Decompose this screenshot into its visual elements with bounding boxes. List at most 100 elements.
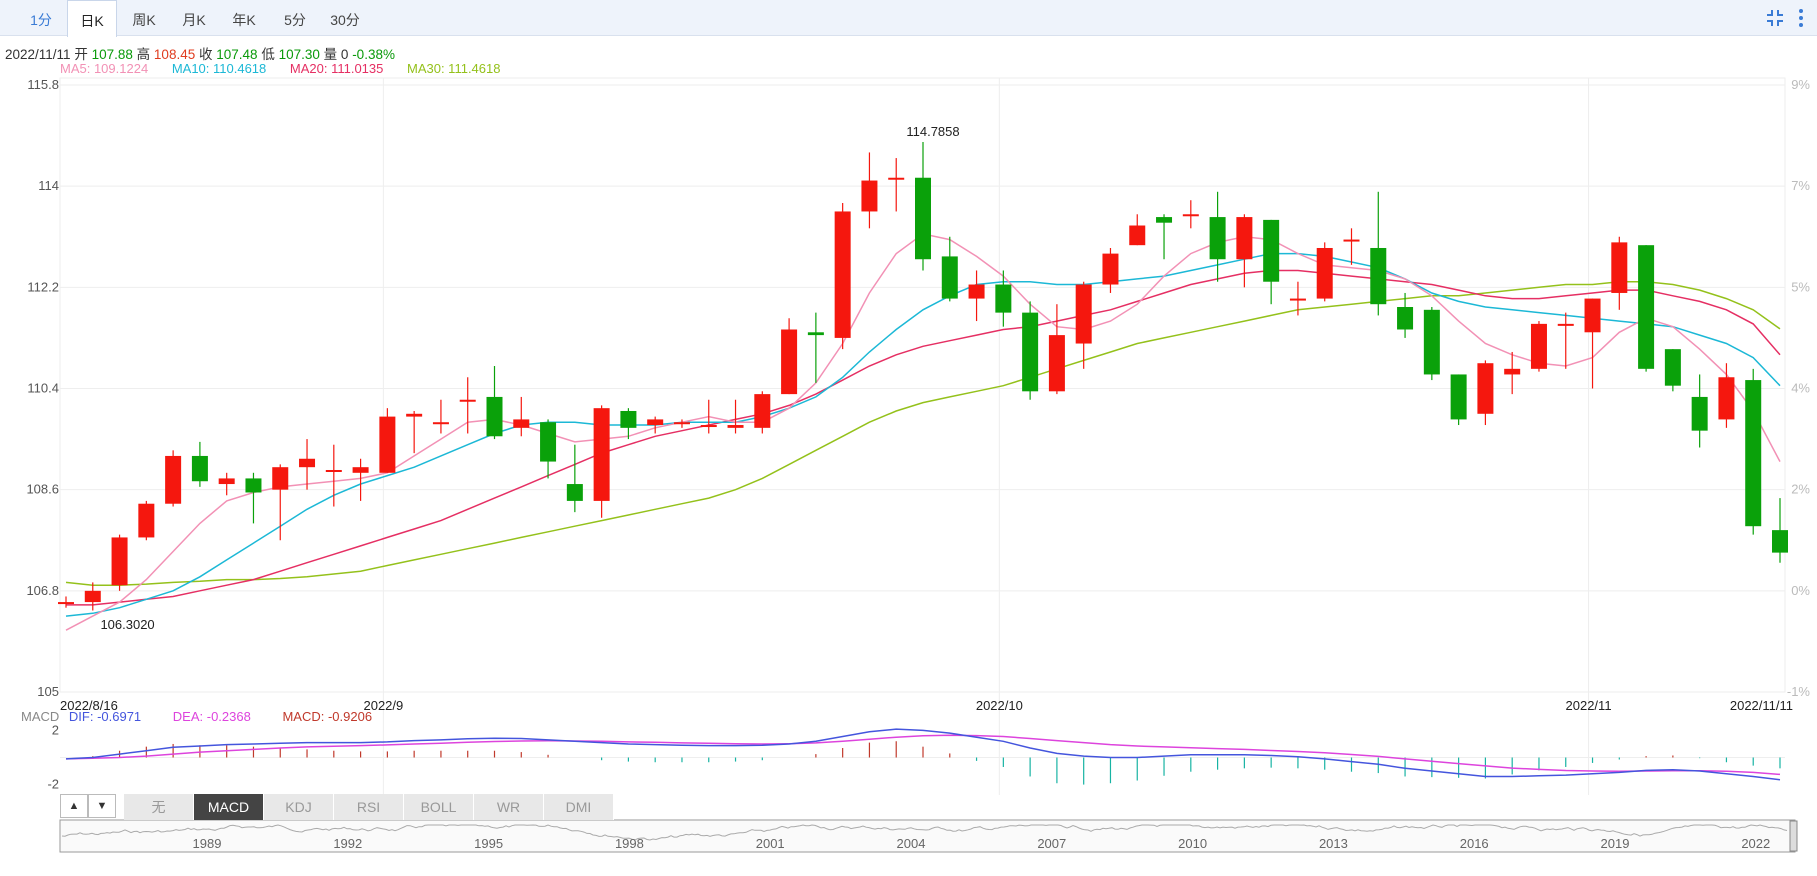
candle-body	[807, 332, 824, 336]
low-label: 低	[261, 47, 275, 62]
candle-body	[191, 455, 208, 482]
candlestick	[1316, 242, 1333, 302]
indicator-tab-rsi[interactable]: RSI	[334, 794, 404, 820]
candlestick	[1611, 236, 1628, 310]
candlestick	[1102, 247, 1119, 293]
indicator-tab-none[interactable]: 无	[124, 794, 194, 820]
time-axis-label: 2022/10	[976, 698, 1023, 713]
candle-body	[325, 469, 342, 472]
candlestick	[807, 312, 824, 383]
tab-1min[interactable]: 1分	[30, 12, 52, 28]
candlestick	[566, 444, 583, 513]
price-tick-label: 105	[37, 684, 59, 699]
tab-daily-k[interactable]: 日K	[67, 0, 117, 37]
candlestick	[1530, 321, 1547, 372]
candlestick	[1638, 245, 1655, 372]
navigator-year-label: 2010	[1178, 836, 1207, 851]
macd-tick-label: -2	[47, 777, 59, 792]
high-label: 高	[136, 47, 151, 62]
ma20-line	[66, 269, 1781, 606]
percent-tick-label: 5%	[1791, 279, 1810, 294]
period-tab-bar: 1分 日K 周K 月K 年K 5分 30分	[0, 0, 1817, 37]
compress-icon[interactable]	[1763, 6, 1787, 30]
navigator-year-label: 1992	[333, 836, 362, 851]
navigator-year-label: 2022	[1741, 836, 1770, 851]
candle-body	[1129, 225, 1146, 246]
tab-monthly-k[interactable]: 月K	[182, 12, 206, 28]
candle-body	[968, 284, 985, 299]
candlestick	[111, 534, 128, 591]
candlestick	[513, 396, 530, 437]
scroll-down-button[interactable]: ▼	[88, 794, 116, 818]
candle-body	[566, 484, 583, 501]
candlestick	[1584, 298, 1601, 389]
tab-5min[interactable]: 5分	[284, 12, 306, 28]
indicator-tab-macd[interactable]: MACD	[194, 794, 264, 820]
dea-legend: DEA: -0.2368	[172, 709, 251, 724]
candle-body	[915, 177, 931, 260]
macd-title: MACD	[21, 709, 60, 724]
candle-body	[540, 422, 557, 462]
tab-weekly-k[interactable]: 周K	[132, 12, 156, 28]
vertical-dots-icon[interactable]	[1795, 6, 1807, 30]
candlestick	[540, 419, 557, 479]
candle-body	[1289, 298, 1306, 301]
percent-tick-label: 2%	[1791, 482, 1810, 497]
candlestick	[1022, 301, 1039, 400]
candlestick	[1370, 191, 1387, 316]
time-axis-label: 2022/11	[1566, 698, 1612, 713]
candle-body	[620, 410, 637, 428]
candlestick	[1182, 200, 1199, 229]
scroll-up-button[interactable]: ▲	[60, 794, 88, 818]
candlestick	[1263, 219, 1280, 305]
price-tick-label: 114	[38, 178, 59, 193]
macd-tick-label: 2	[52, 722, 59, 737]
macd-value-legend: MACD: -0.9206	[282, 709, 373, 724]
candlestick	[673, 419, 690, 428]
tab-30min[interactable]: 30分	[330, 12, 360, 28]
ma10-line	[65, 252, 1781, 617]
candle-body	[1263, 219, 1280, 282]
candle-body	[1236, 217, 1253, 260]
candlestick	[700, 399, 717, 434]
candlestick	[1343, 228, 1360, 265]
candle-body	[1772, 530, 1788, 553]
navigator-year-label: 2007	[1037, 836, 1066, 851]
indicator-tab-dmi[interactable]: DMI	[544, 794, 614, 820]
indicator-tab-kdj[interactable]: KDJ	[264, 794, 334, 820]
candle-body	[834, 211, 851, 338]
candlestick	[1557, 312, 1574, 369]
candlestick	[1450, 374, 1467, 426]
candlestick	[1664, 349, 1681, 392]
candlestick	[888, 158, 905, 212]
indicator-tab-wr[interactable]: WR	[474, 794, 544, 820]
candle-body	[1209, 217, 1226, 260]
candlestick	[486, 366, 503, 440]
tab-yearly-k[interactable]: 年K	[232, 12, 256, 28]
candlestick	[138, 500, 155, 541]
candle-body	[513, 419, 530, 428]
candle-body	[1718, 377, 1735, 420]
candlestick	[1718, 363, 1735, 428]
candlestick	[1289, 281, 1306, 316]
candle-body	[593, 408, 610, 501]
candle-body	[272, 467, 289, 490]
low-value: 107.30	[278, 47, 320, 62]
candlestick	[1048, 304, 1065, 395]
candlestick	[647, 416, 664, 434]
candlestick	[834, 203, 851, 350]
ma5-line	[65, 233, 1781, 631]
candlestick	[272, 464, 289, 541]
candle-body	[888, 177, 905, 180]
change-value: -0.38%	[352, 47, 395, 62]
open-label: 开	[74, 47, 88, 62]
candlestick	[1504, 351, 1521, 395]
indicator-tab-boll[interactable]: BOLL	[404, 794, 474, 820]
candle-body	[1397, 307, 1414, 330]
candle-body	[1691, 396, 1708, 431]
candle-body	[647, 419, 664, 426]
info-date: 2022/11/11	[5, 47, 71, 62]
navigator-frame	[59, 819, 1796, 853]
candle-body	[1343, 239, 1360, 242]
